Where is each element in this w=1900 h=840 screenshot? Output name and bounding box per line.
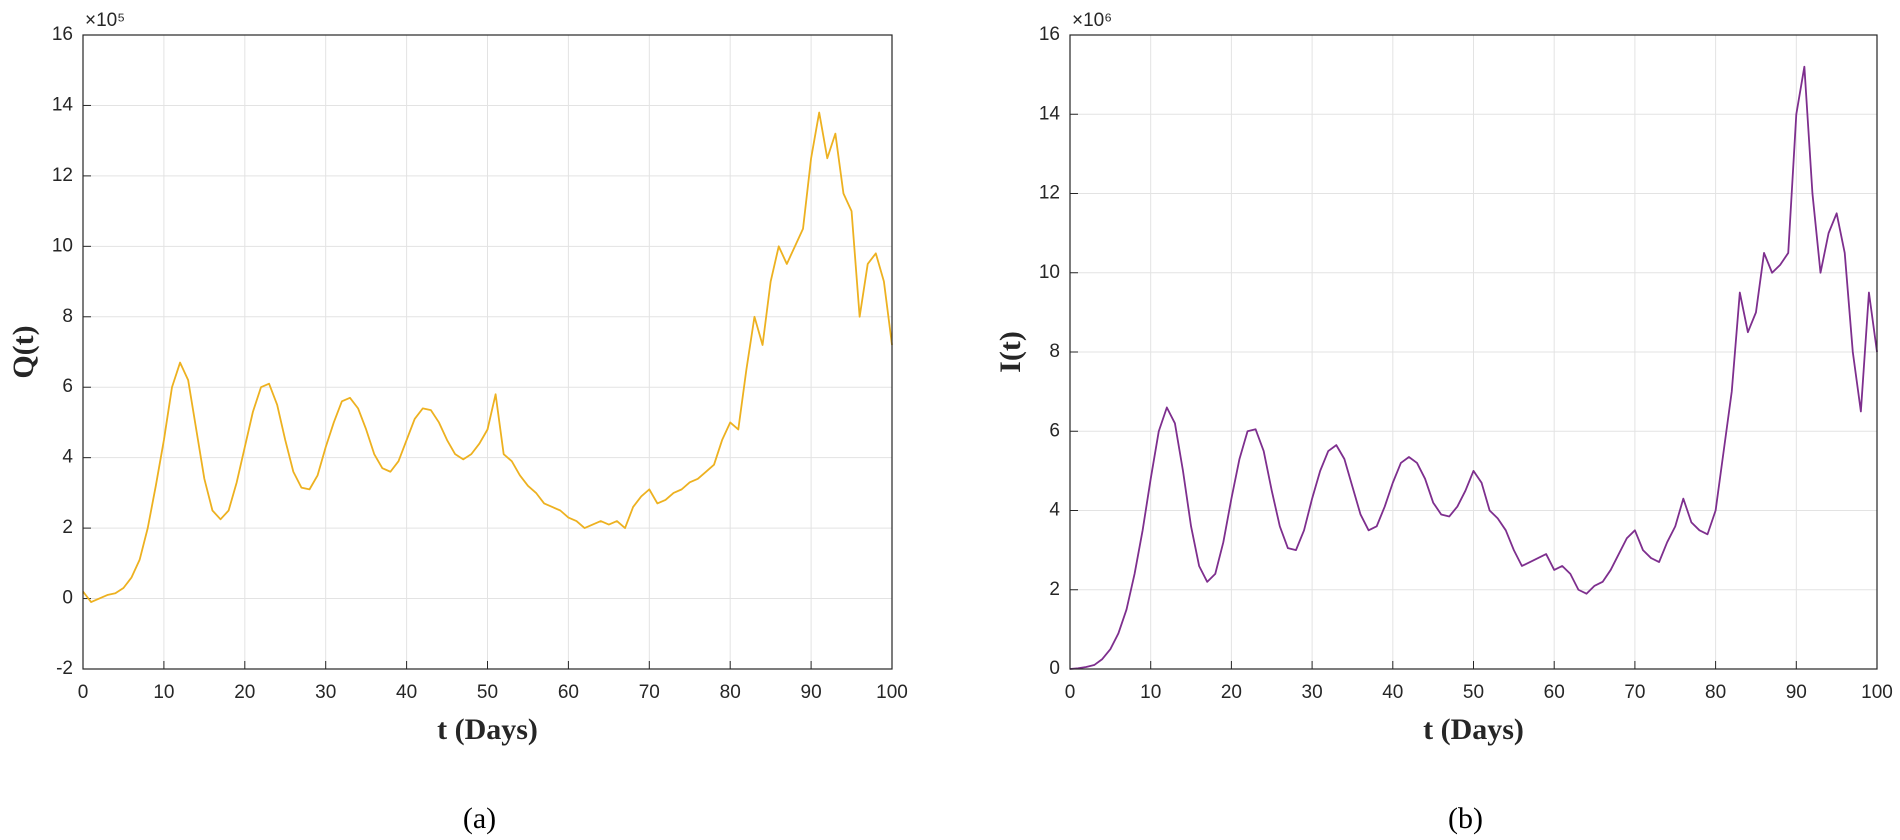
subplot: 0 10 20 30 40 50 60 70 80 90 100-20246810121416×10… <box>7 10 908 835</box>
x-tick-label: 20 <box>1221 682 1242 703</box>
x-tick-label: 90 <box>801 682 822 703</box>
axes-box <box>1069 34 1878 670</box>
y-tick-label: 12 <box>52 165 73 186</box>
data-line <box>82 111 893 603</box>
y-axis-label: I(t) <box>994 331 1027 373</box>
y-tick-label: 14 <box>52 94 74 115</box>
y-tick-label: -2 <box>56 658 73 679</box>
x-tick-label: 10 <box>1140 682 1161 703</box>
x-tick-label: 70 <box>639 682 660 703</box>
y-multiplier: ×10⁵ <box>85 10 125 31</box>
subplot-caption: (a) <box>463 802 496 835</box>
x-tick-label: 20 <box>234 682 255 703</box>
y-tick-label: 6 <box>62 376 73 397</box>
x-tick-label: 80 <box>1705 682 1726 703</box>
x-tick-label: 0 <box>78 682 89 703</box>
x-tick-label: 60 <box>558 682 579 703</box>
x-tick-label: 100 <box>876 682 908 703</box>
y-tick-label: 0 <box>62 588 73 609</box>
x-tick-label: 10 <box>153 682 174 703</box>
data-line <box>1069 65 1878 670</box>
subplot: 0 10 20 30 40 50 60 70 80 90 100 0 2 4 6 8 10 12 14 16 ×10⁶ t… <box>994 10 1893 835</box>
x-axis-label: t (Days) <box>1423 713 1524 746</box>
x-tick-label: 80 <box>720 682 741 703</box>
y-axis-label: Q(t) <box>7 325 40 378</box>
x-tick-label: 50 <box>477 682 498 703</box>
y-tick-label: 2 <box>62 517 73 538</box>
y-tick-label: 12 <box>1039 183 1060 204</box>
x-tick-label: 0 <box>1065 682 1076 703</box>
y-tick-label: 10 <box>52 235 73 256</box>
x-tick-label: 40 <box>396 682 417 703</box>
x-tick-label: 40 <box>1382 682 1403 703</box>
y-tick-label: 4 <box>1049 500 1060 521</box>
x-tick-label: 100 <box>1861 682 1893 703</box>
y-tick-label: 16 <box>52 24 73 45</box>
y-tick-label: 8 <box>62 306 73 327</box>
y-tick-label: 16 <box>1039 24 1060 45</box>
axes-box <box>82 34 893 670</box>
x-tick-label: 60 <box>1544 682 1565 703</box>
subplot-caption: (b) <box>1448 802 1483 835</box>
x-tick-label: 90 <box>1786 682 1807 703</box>
y-tick-label: 4 <box>62 447 73 468</box>
x-axis-label: t (Days) <box>437 713 538 746</box>
x-tick-label: 70 <box>1624 682 1645 703</box>
x-tick-label: 30 <box>315 682 336 703</box>
y-tick-label: 0 <box>1049 658 1060 679</box>
x-tick-label: 30 <box>1302 682 1323 703</box>
y-tick-label: 2 <box>1049 579 1060 600</box>
y-tick-label: 10 <box>1039 262 1060 283</box>
y-tick-label: 14 <box>1039 103 1061 124</box>
x-tick-label: 50 <box>1463 682 1484 703</box>
y-tick-label: 6 <box>1049 420 1060 441</box>
y-multiplier: ×10⁶ <box>1072 10 1112 31</box>
y-tick-label: 8 <box>1049 341 1060 362</box>
